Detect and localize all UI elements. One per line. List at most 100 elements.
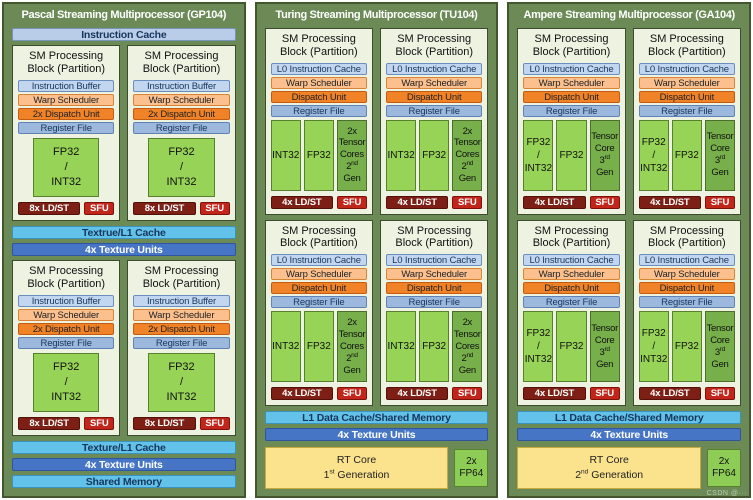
sm-processing-block: SM Processing Block (Partition) Instruct… (12, 45, 121, 221)
warp-scheduler-bar: Warp Scheduler (270, 268, 368, 281)
l0-instruction-cache-bar: L0 Instruction Cache (638, 62, 736, 75)
texture-l1-cache-bar: Texture/L1 Cache (12, 441, 236, 454)
tensor-line: Gen (343, 173, 361, 185)
tensor-line: Core (710, 143, 730, 155)
tensor-gen-line: 3rd (706, 345, 734, 359)
dispatch-unit-bar: Dispatch Unit (386, 282, 483, 295)
tensor-gen-ordinal: rd (604, 345, 610, 353)
sm-block-row: SM Processing Block (Partition) L0 Instr… (517, 219, 742, 406)
fp64-count: 2x (466, 455, 477, 467)
sm-block-title-line2: Block (Partition) (648, 45, 726, 58)
tensor-line: Tensor (591, 131, 618, 143)
tensor-gen-ordinal: rd (719, 345, 726, 353)
warp-scheduler-bar: Warp Scheduler (523, 76, 620, 89)
sm-block-title-line1: SM Processing (144, 50, 219, 62)
tensor-gen-line: 3rd (591, 345, 619, 359)
register-file-bar: Register File (270, 104, 368, 117)
ldst-sfu-row: 4x LD/ST SFU (270, 195, 368, 209)
ldst-units-bar: 4x LD/ST (270, 195, 333, 209)
dispatch-unit-bar: 2x Dispatch Unit (18, 322, 115, 335)
panel-turing-tu104: Turing Streaming Multiprocessor (TU104) … (254, 2, 499, 498)
register-file-bar: Register File (386, 104, 483, 117)
dispatch-unit-bar: Dispatch Unit (523, 90, 620, 103)
texture-units-bar: 4x Texture Units (264, 428, 489, 441)
ldst-units-bar: 4x LD/ST (523, 387, 586, 400)
tensor-gen-number: 3 (714, 346, 720, 358)
panel-title-ampere: Ampere Streaming Multiprocessor (GA104) (523, 9, 736, 21)
register-file-bar: Register File (638, 104, 736, 117)
ldst-units-bar: 4x LD/ST (386, 195, 449, 209)
dispatch-unit-bar: Dispatch Unit (523, 282, 620, 295)
sm-block-row: SM Processing Block (Partition) L0 Instr… (264, 28, 489, 215)
l1-data-cache-shared-memory-bar: L1 Data Cache/Shared Memory (517, 411, 742, 424)
sm-block-title-line1: SM Processing (29, 50, 104, 62)
core-label-slash: / (537, 149, 540, 161)
tensor-gen-line: 3rd (591, 154, 619, 167)
tensor-line: Gen (711, 167, 729, 179)
register-file-bar: Register File (638, 296, 736, 309)
ldst-units-bar: 4x LD/ST (523, 195, 586, 209)
register-file-bar: Register File (18, 121, 115, 134)
core-label-int32: INT32 (524, 162, 553, 174)
sm-block-title-line1: SM Processing (534, 33, 609, 45)
fp32-column: FP32 (303, 311, 334, 382)
core-label-slash: / (652, 149, 656, 161)
core-label-int32: INT32 (640, 354, 668, 366)
dispatch-unit-bar: Dispatch Unit (270, 90, 368, 103)
rt-gen-number: 2 (575, 469, 582, 481)
sfu-unit-bar: SFU (452, 195, 483, 209)
sfu-unit-bar: SFU (589, 195, 620, 209)
fp32-int32-column: FP32 / INT32 (523, 119, 554, 191)
core-label-fp32: FP32 (641, 328, 666, 340)
tensor-line: Gen (596, 167, 614, 179)
sm-block-title-line2: Block (Partition) (395, 237, 473, 250)
warp-scheduler-bar: Warp Scheduler (270, 76, 368, 89)
core-label-slash: / (537, 341, 540, 353)
sm-processing-block: SM Processing Block (Partition) L0 Instr… (264, 219, 374, 406)
tensor-line: Cores (455, 149, 480, 161)
tensor-cores-column: 2x Tensor Cores 2nd Gen (336, 311, 367, 382)
tensor-gen-ordinal: rd (604, 154, 610, 162)
sm-block-title: SM Processing Block (Partition) (386, 33, 482, 59)
ldst-units-bar: 8x LD/ST (18, 417, 81, 430)
warp-scheduler-bar: Warp Scheduler (133, 93, 230, 106)
ldst-units-bar: 8x LD/ST (18, 202, 81, 215)
warp-scheduler-bar: Warp Scheduler (386, 268, 483, 281)
tensor-line: Cores (455, 340, 480, 352)
tensor-line: 2x (347, 125, 357, 137)
tensor-gen-number: 3 (714, 155, 720, 167)
dispatch-unit-bar: 2x Dispatch Unit (133, 107, 230, 120)
tensor-line: Gen (458, 173, 476, 185)
ldst-units-bar: 4x LD/ST (638, 387, 701, 400)
sfu-unit-bar: SFU (589, 387, 620, 400)
tensor-cores-column: 2x Tensor Cores 2nd Gen (336, 119, 367, 191)
core-label-int32: INT32 (51, 390, 82, 403)
sm-block-title-line1: SM Processing (397, 224, 472, 237)
instruction-buffer-bar: Instruction Buffer (133, 79, 230, 92)
panel-ampere-ga104: Ampere Streaming Multiprocessor (GA104) … (507, 2, 752, 498)
fp32-int32-column: FP32 / INT32 (638, 311, 669, 382)
core-label-fp32: FP32 (53, 361, 80, 374)
sm-processing-block: SM Processing Block (Partition) L0 Instr… (632, 219, 742, 406)
compute-columns: FP32 / INT32 FP32 Tensor Core 3rd Gen (638, 119, 736, 191)
core-label-int32: INT32 (640, 162, 668, 174)
instruction-buffer-bar: Instruction Buffer (18, 79, 115, 92)
ldst-sfu-row: 8x LD/ST SFU (133, 202, 230, 215)
core-label-int32: INT32 (166, 390, 197, 403)
tensor-gen-line: 3rd (706, 154, 734, 167)
ldst-units-bar: 4x LD/ST (638, 195, 701, 209)
tensor-gen-line: 2nd (453, 352, 481, 365)
sm-block-title: SM Processing Block (Partition) (523, 225, 619, 251)
fp32-int32-column: FP32 / INT32 (523, 311, 554, 382)
ldst-units-bar: 8x LD/ST (133, 202, 196, 215)
tensor-line: Core (710, 334, 730, 346)
fp32-column: FP32 (671, 311, 702, 382)
sm-block-title-line2: Block (Partition) (648, 237, 726, 250)
sm-block-row: SM Processing Block (Partition) Instruct… (12, 45, 236, 221)
compute-columns: FP32 / INT32 FP32 Tensor Core 3rd Gen (523, 311, 620, 382)
sm-block-title: SM Processing Block (Partition) (133, 265, 229, 291)
fp32-column: FP32 (671, 119, 702, 191)
sm-block-title-line1: SM Processing (281, 224, 356, 237)
core-label-fp32: FP32 (168, 361, 195, 374)
